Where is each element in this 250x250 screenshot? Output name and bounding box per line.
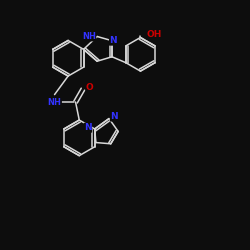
Text: NH: NH xyxy=(82,32,96,41)
Text: N: N xyxy=(84,123,92,132)
Text: NH: NH xyxy=(48,98,62,106)
Text: O: O xyxy=(86,84,94,92)
Text: OH: OH xyxy=(146,30,162,39)
Text: N: N xyxy=(110,112,118,121)
Text: N: N xyxy=(110,36,117,45)
